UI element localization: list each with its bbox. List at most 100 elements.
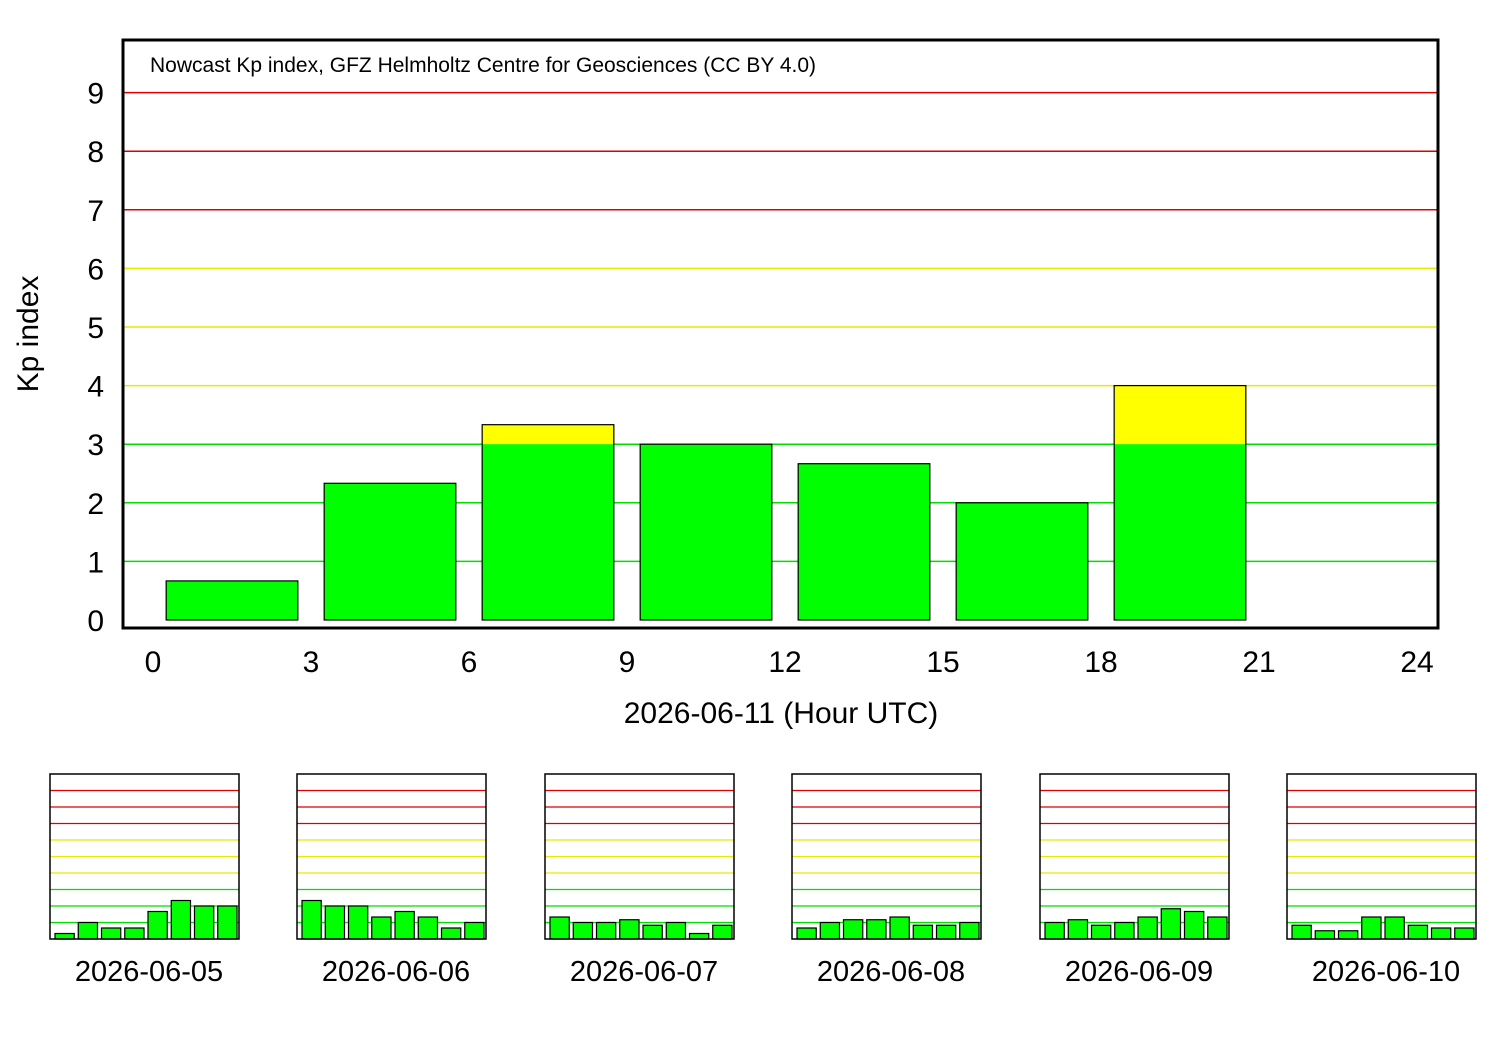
kp-bar-segment	[619, 919, 639, 939]
x-tick-label: 0	[145, 646, 162, 679]
x-tick-label: 24	[1400, 646, 1433, 679]
kp-bar-6	[1113, 385, 1247, 621]
kp-bar-segment	[866, 919, 886, 939]
kp-bar-segment	[1207, 917, 1227, 939]
kp-bar-segment	[348, 906, 368, 939]
kp-bar-segment	[395, 911, 415, 939]
kp-bar-segment	[1408, 925, 1428, 939]
mini-frame	[791, 773, 982, 940]
y-tick-label: 6	[87, 253, 104, 286]
mini-chart-2026-06-09: 2026-06-09	[1039, 770, 1239, 1000]
main-plot-frame	[121, 38, 1440, 630]
kp-bar-segment	[1361, 917, 1381, 939]
kp-bar-4	[797, 463, 931, 621]
kp-bar-segment	[712, 925, 732, 939]
kp-bar-segment	[418, 917, 438, 939]
x-tick-label: 6	[461, 646, 478, 679]
main-x-tick-labels: 0 3 6 9 12 15 18 21 24	[145, 646, 1434, 679]
kp-bar-segment	[573, 922, 593, 939]
kp-bar-segment	[843, 919, 863, 939]
mini-bars	[301, 899, 485, 940]
kp-bar-segment	[913, 925, 933, 939]
mini-chart-2026-06-07: 2026-06-07	[544, 770, 744, 1000]
kp-bar-segment	[464, 922, 484, 939]
mini-frame	[49, 773, 240, 940]
mini-date-label: 2026-06-05	[74, 956, 224, 988]
mini-date-label: 2026-06-10	[1311, 956, 1461, 988]
kp-bar-segment	[217, 906, 237, 939]
mini-frame	[544, 773, 735, 940]
y-tick-label: 7	[87, 195, 104, 228]
kp-bar-segment	[78, 922, 98, 939]
kp-bar-segment	[1338, 930, 1358, 939]
mini-date-label: 2026-06-09	[1064, 956, 1214, 988]
kp-bar-segment	[643, 925, 663, 939]
kp-bar-segment	[1292, 925, 1312, 939]
kp-bar-segment	[194, 906, 214, 939]
kp-bar-segment	[1431, 927, 1451, 939]
kp-bar-segment	[936, 925, 956, 939]
mini-date-label: 2026-06-06	[321, 956, 471, 988]
x-tick-label: 12	[768, 646, 801, 679]
main-bars	[165, 385, 1247, 621]
kp-bar-segment	[1454, 927, 1474, 939]
kp-bar-segment	[482, 444, 614, 620]
y-tick-label: 4	[87, 371, 104, 404]
kp-bar-segment	[596, 922, 616, 939]
kp-bar-segment	[124, 927, 144, 939]
kp-bar-segment	[798, 463, 930, 620]
mini-bars	[796, 916, 980, 940]
mini-bars	[1044, 908, 1228, 940]
mini-frame	[1286, 773, 1477, 940]
kp-bar-segment	[325, 906, 345, 939]
main-y-tick-labels: 0 1 2 3 4 5 6 7 8 9	[87, 78, 104, 638]
kp-bar-segment	[148, 911, 168, 939]
x-tick-label: 9	[619, 646, 636, 679]
kp-bar-segment	[1068, 919, 1088, 939]
mini-chart-2026-06-10: 2026-06-10	[1286, 770, 1486, 1000]
kp-bar-segment	[689, 933, 709, 939]
kp-bar-segment	[666, 922, 686, 939]
kp-bar-0	[165, 580, 299, 621]
kp-bar-segment	[1184, 911, 1204, 939]
kp-bar-segment	[1315, 930, 1335, 939]
kp-bar-1	[323, 482, 457, 621]
mini-chart-2026-06-06: 2026-06-06	[296, 770, 496, 1000]
mini-date-label: 2026-06-08	[816, 956, 966, 988]
y-tick-label: 1	[87, 546, 104, 579]
kp-bar-segment	[371, 917, 391, 939]
kp-bar-3	[639, 443, 773, 621]
x-tick-label: 15	[926, 646, 959, 679]
y-tick-label: 3	[87, 429, 104, 462]
kp-bar-segment	[820, 922, 840, 939]
mini-frame	[296, 773, 487, 940]
x-tick-label: 18	[1084, 646, 1117, 679]
x-tick-label: 21	[1242, 646, 1275, 679]
kp-bar-segment	[101, 927, 121, 939]
kp-bar-segment	[1114, 444, 1246, 620]
kp-bar-segment	[482, 424, 614, 445]
y-tick-label: 9	[87, 78, 104, 111]
kp-bar-segment	[956, 502, 1088, 620]
mini-chart-2026-06-05: 2026-06-05	[49, 770, 249, 1000]
kp-bar-segment	[1161, 908, 1181, 939]
kp-bar-segment	[441, 927, 461, 939]
y-tick-label: 5	[87, 312, 104, 345]
mini-bars	[54, 899, 238, 940]
mini-bars	[1291, 916, 1475, 940]
kp-bar-segment	[890, 917, 910, 939]
mini-bars	[549, 916, 733, 940]
mini-frame	[1039, 773, 1230, 940]
chart-title: Nowcast Kp index, GFZ Helmholtz Centre f…	[150, 54, 816, 77]
y-tick-label: 2	[87, 488, 104, 521]
mini-date-label: 2026-06-07	[569, 956, 719, 988]
kp-bar-segment	[550, 917, 570, 939]
kp-bar-segment	[797, 927, 817, 939]
kp-bar-segment	[1045, 922, 1065, 939]
mini-chart-2026-06-08: 2026-06-08	[791, 770, 991, 1000]
kp-bar-5	[955, 502, 1089, 621]
x-tick-label: 3	[303, 646, 320, 679]
kp-bar-segment	[1138, 917, 1158, 939]
kp-bar-segment	[324, 483, 456, 620]
